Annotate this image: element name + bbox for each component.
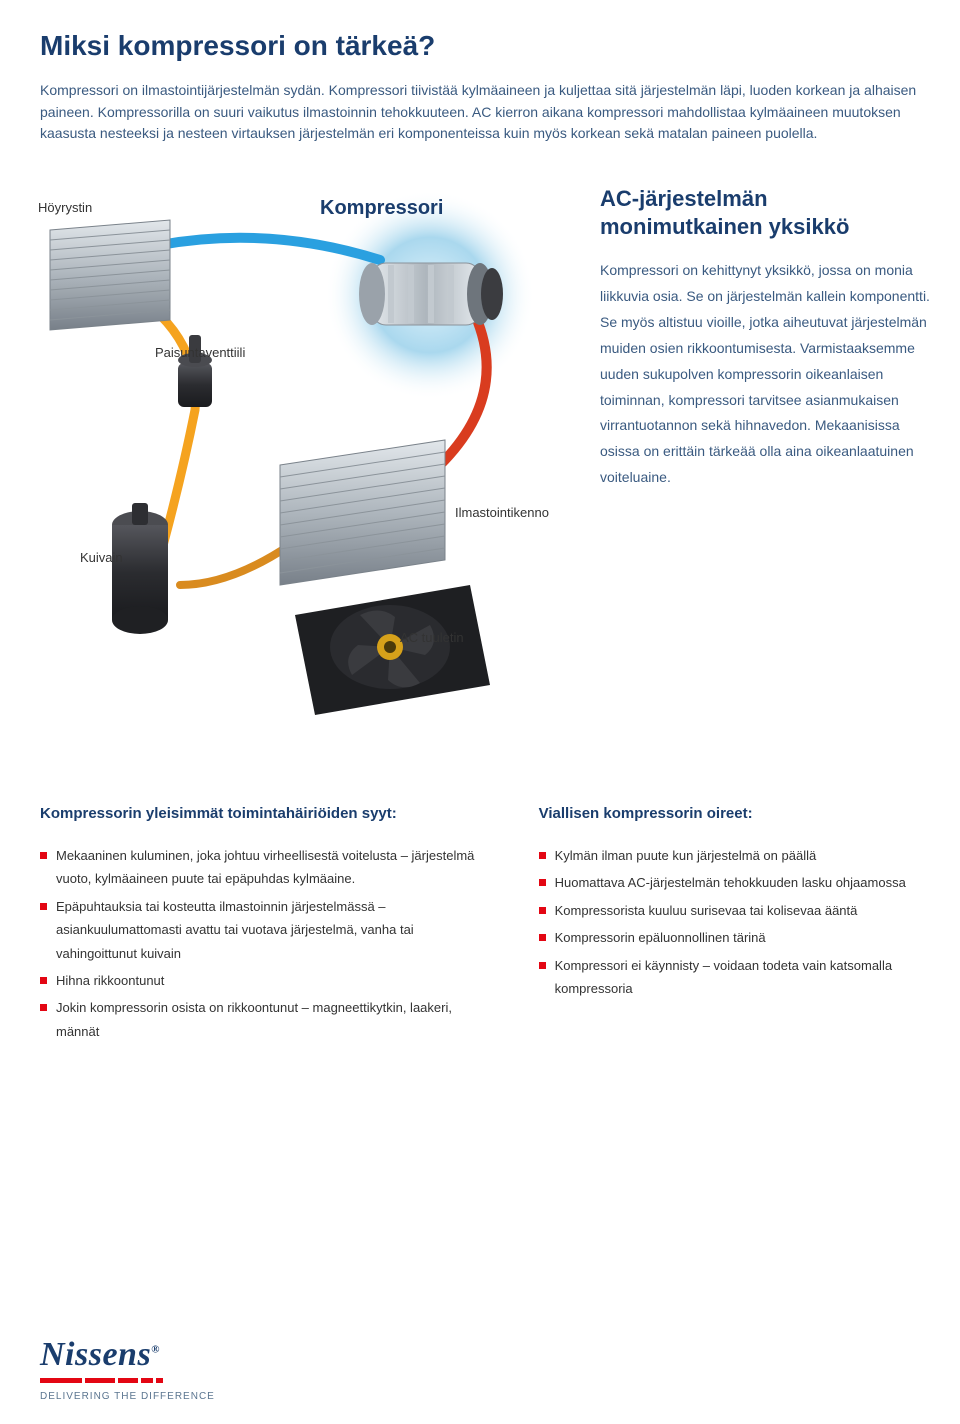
label-drier: Kuivain xyxy=(80,550,123,565)
evaporator-part xyxy=(50,220,170,330)
symptoms-heading: Viallisen kompressorin oireet: xyxy=(539,805,920,822)
diagram-svg-wrap: Höyrystin Kompressori Paisuntaventtiili … xyxy=(20,185,560,745)
list-item: Epäpuhtauksia tai kosteutta ilmastoinnin… xyxy=(40,895,479,965)
label-fan: AC tuuletin xyxy=(400,630,464,645)
sidebox-body: Kompressori on kehittynyt yksikkö, jossa… xyxy=(600,258,930,491)
list-item: Kompressorista kuuluu surisevaa tai koli… xyxy=(539,899,920,922)
list-item: Mekaaninen kuluminen, joka johtuu virhee… xyxy=(40,844,479,891)
logo-tagline: DELIVERING THE DIFFERENCE xyxy=(40,1391,215,1402)
list-item: Kylmän ilman puute kun järjestelmä on pä… xyxy=(539,844,920,867)
label-compressor: Kompressori xyxy=(320,197,443,220)
logo-name: Nissens® xyxy=(40,1336,160,1374)
label-evaporator: Höyrystin xyxy=(38,200,92,215)
label-expansion-valve: Paisuntaventtiili xyxy=(155,345,245,360)
list-item: Kompressorin epäluonnollinen tärinä xyxy=(539,926,920,949)
ac-fan-part xyxy=(295,585,490,715)
list-item: Huomattava AC-järjestelmän tehokkuuden l… xyxy=(539,871,920,894)
list-item: Kompressori ei käynnisty – voidaan todet… xyxy=(539,954,920,1001)
sidebox-heading: AC-järjestelmän monimutkainen yksikkö xyxy=(600,185,930,240)
diagram-svg xyxy=(20,185,580,745)
label-condenser: Ilmastointikenno xyxy=(455,505,549,520)
brand-logo: Nissens® DELIVERING THE DIFFERENCE xyxy=(40,1336,215,1402)
list-item: Hihna rikkoontunut xyxy=(40,969,479,992)
symptoms-column: Viallisen kompressorin oireet: Kylmän il… xyxy=(539,805,920,1047)
hose-cond-drier xyxy=(180,545,290,585)
list-item: Jokin kompressorin osista on rikkoontunu… xyxy=(40,996,479,1043)
causes-heading: Kompressorin yleisimmät toimintahäiriöid… xyxy=(40,805,479,822)
condenser-part xyxy=(280,440,445,585)
causes-column: Kompressorin yleisimmät toimintahäiriöid… xyxy=(40,805,479,1047)
page-title: Miksi kompressori on tärkeä? xyxy=(40,30,920,62)
compressor-part xyxy=(359,263,503,325)
causes-list: Mekaaninen kuluminen, joka johtuu virhee… xyxy=(40,844,479,1043)
symptoms-list: Kylmän ilman puute kun järjestelmä on pä… xyxy=(539,844,920,1000)
ac-system-diagram: Höyrystin Kompressori Paisuntaventtiili … xyxy=(40,185,920,745)
logo-bars xyxy=(40,1378,215,1383)
intro-paragraph: Kompressori on ilmastointijärjestelmän s… xyxy=(40,80,920,145)
drier-part xyxy=(112,503,168,634)
bottom-columns: Kompressorin yleisimmät toimintahäiriöid… xyxy=(40,805,920,1047)
sidebox: AC-järjestelmän monimutkainen yksikkö Ko… xyxy=(600,185,930,491)
